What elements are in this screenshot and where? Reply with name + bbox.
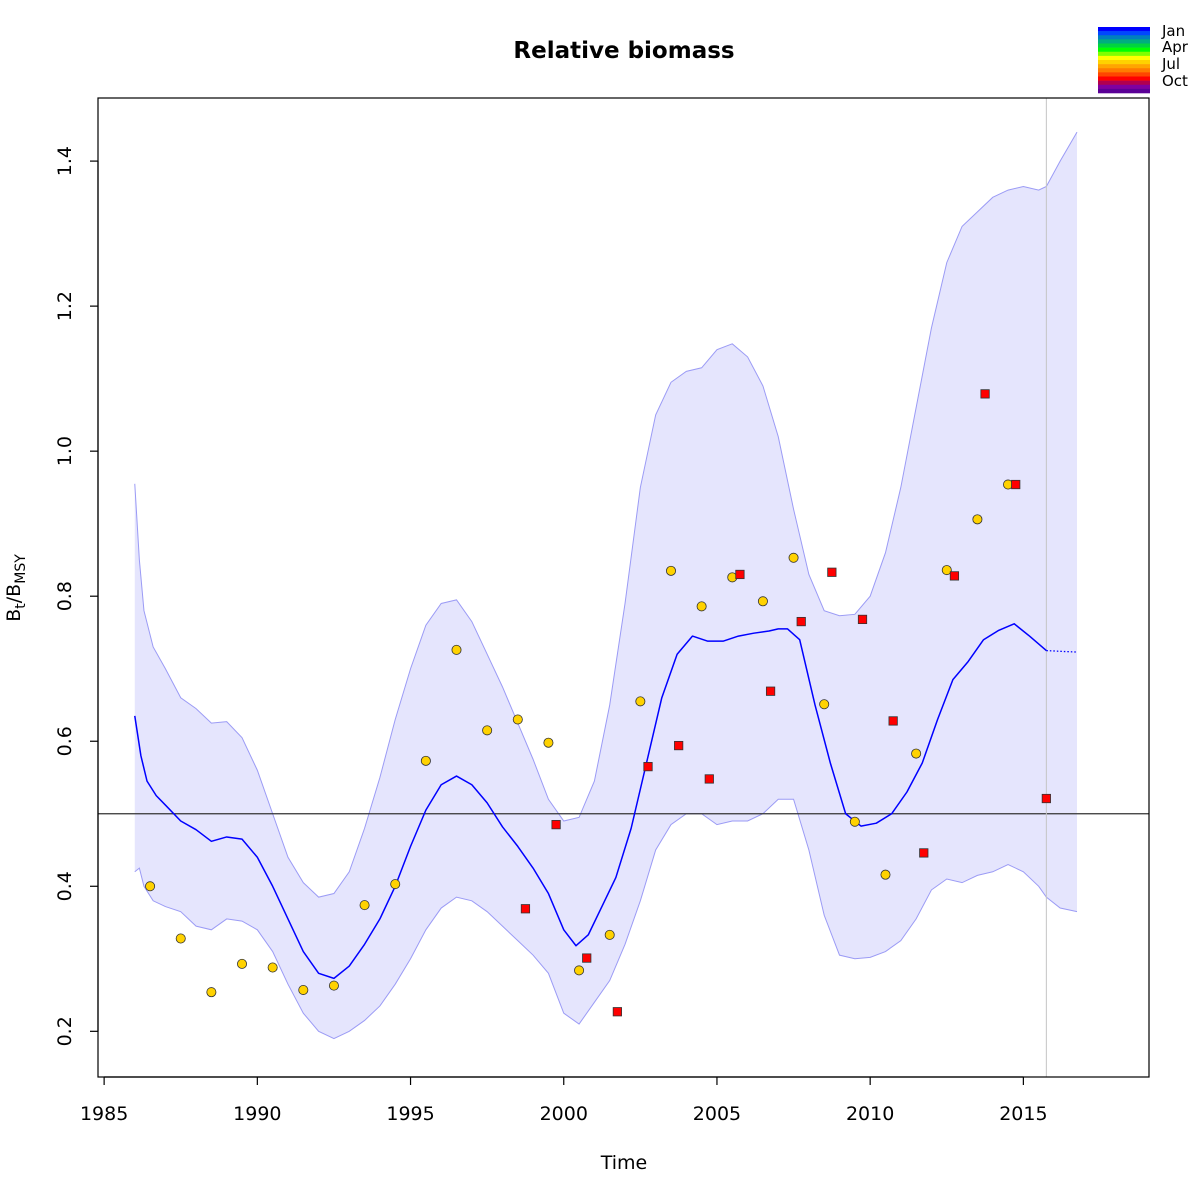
index1-point — [512, 714, 523, 725]
index1-point — [543, 737, 554, 748]
season-color-step — [1098, 64, 1150, 69]
index2-point — [919, 848, 929, 858]
index1-point — [175, 933, 186, 944]
x-tick-label: 1990 — [233, 1103, 281, 1125]
season-color-step — [1098, 55, 1150, 61]
index2-point — [643, 762, 653, 772]
x-tick-label: 2005 — [693, 1103, 741, 1125]
season-color-step — [1098, 31, 1150, 36]
legend-label-jul: Jul — [1161, 55, 1180, 73]
season-color-step — [1098, 60, 1150, 65]
index1-point — [635, 696, 646, 707]
biomass-forecast-path — [1046, 649, 1078, 653]
confidence-band — [134, 131, 1078, 1040]
season-color-step — [1098, 76, 1150, 81]
y-tick-label: 0.2 — [54, 1016, 76, 1046]
legend-label-apr: Apr — [1162, 38, 1189, 56]
index1-point — [788, 552, 799, 563]
reference-lines — [98, 98, 1149, 1077]
x-tick-label: 1995 — [386, 1103, 434, 1125]
index2-point — [949, 571, 960, 581]
index1-point — [604, 929, 615, 940]
chart-title: Relative biomass — [513, 38, 734, 64]
index2-point — [1011, 479, 1021, 490]
index1-point — [267, 962, 278, 973]
index2-point — [796, 616, 806, 627]
index1-point — [145, 881, 156, 892]
index1-point — [880, 869, 891, 880]
confidence-band-fill — [134, 132, 1077, 1039]
index1-point — [972, 514, 983, 525]
index2-point — [582, 953, 592, 963]
index2-point — [674, 740, 684, 751]
x-tick-label: 1985 — [80, 1103, 128, 1125]
index2-point — [735, 569, 745, 580]
y-tick-label: 0.6 — [54, 726, 76, 756]
season-color-step — [1098, 72, 1150, 77]
x-tick-label: 2015 — [999, 1103, 1047, 1125]
y-tick-label: 1.2 — [54, 291, 76, 321]
biomass-estimate-line — [134, 623, 1078, 980]
index1-point — [390, 879, 401, 890]
y-tick-label: 0.4 — [54, 871, 76, 901]
confidence-band-upper — [134, 131, 1078, 898]
index1-point — [757, 596, 768, 607]
season-color-step — [1098, 80, 1150, 86]
x-axis: 1985 1990 1995 2000 2005 2010 2015 — [80, 1076, 1048, 1125]
observation-points — [145, 389, 1051, 1017]
season-color-step — [1098, 84, 1150, 90]
x-tick-label: 2010 — [846, 1103, 894, 1125]
index2-point — [704, 774, 714, 784]
index1-point — [359, 900, 370, 911]
index1-point — [451, 644, 462, 655]
y-tick-label: 1.4 — [54, 146, 76, 176]
biomass-estimate-path — [134, 623, 1047, 980]
index2-point — [551, 820, 561, 830]
index1-point — [420, 755, 431, 766]
y-tick-label: 0.8 — [54, 581, 76, 611]
index2-point — [1041, 793, 1051, 804]
index1-point — [574, 965, 585, 976]
x-axis-label: Time — [600, 1152, 648, 1174]
y-tick-label: 1.0 — [54, 436, 76, 466]
season-legend: Jan Apr Jul Oct — [1098, 22, 1189, 94]
index2-point — [857, 614, 868, 625]
season-color-step — [1098, 88, 1150, 94]
index1-point — [298, 984, 309, 995]
season-color-step — [1098, 39, 1150, 44]
confidence-band-lower — [134, 798, 1078, 1040]
season-color-step — [1098, 68, 1150, 73]
season-color-step — [1098, 47, 1150, 53]
index2-point — [765, 686, 776, 696]
season-color-step — [1098, 51, 1150, 57]
index2-point — [520, 904, 531, 914]
index2-point — [888, 716, 898, 726]
index2-point — [980, 389, 990, 399]
y-axis: 0.2 0.4 0.6 0.8 1.0 1.2 1.4 — [54, 146, 99, 1046]
index2-point — [827, 567, 837, 577]
index1-point — [941, 565, 952, 576]
index1-point — [206, 987, 217, 998]
season-color-step — [1098, 27, 1150, 32]
season-color-bar — [1098, 27, 1150, 94]
legend-label-oct: Oct — [1162, 72, 1188, 90]
x-tick-label: 2000 — [540, 1103, 588, 1125]
season-color-step — [1098, 43, 1150, 48]
legend-label-jan: Jan — [1161, 22, 1185, 40]
season-color-step — [1098, 35, 1150, 40]
index2-point — [612, 1007, 622, 1017]
y-axis-label: Bt/BMSY — [3, 554, 29, 622]
index1-point — [665, 565, 676, 576]
index1-point — [819, 699, 830, 710]
index1-point — [696, 601, 707, 612]
index1-point — [849, 816, 860, 827]
index1-point — [328, 980, 339, 991]
index1-point — [482, 725, 493, 736]
index1-point — [237, 958, 248, 969]
index1-point — [911, 748, 922, 759]
